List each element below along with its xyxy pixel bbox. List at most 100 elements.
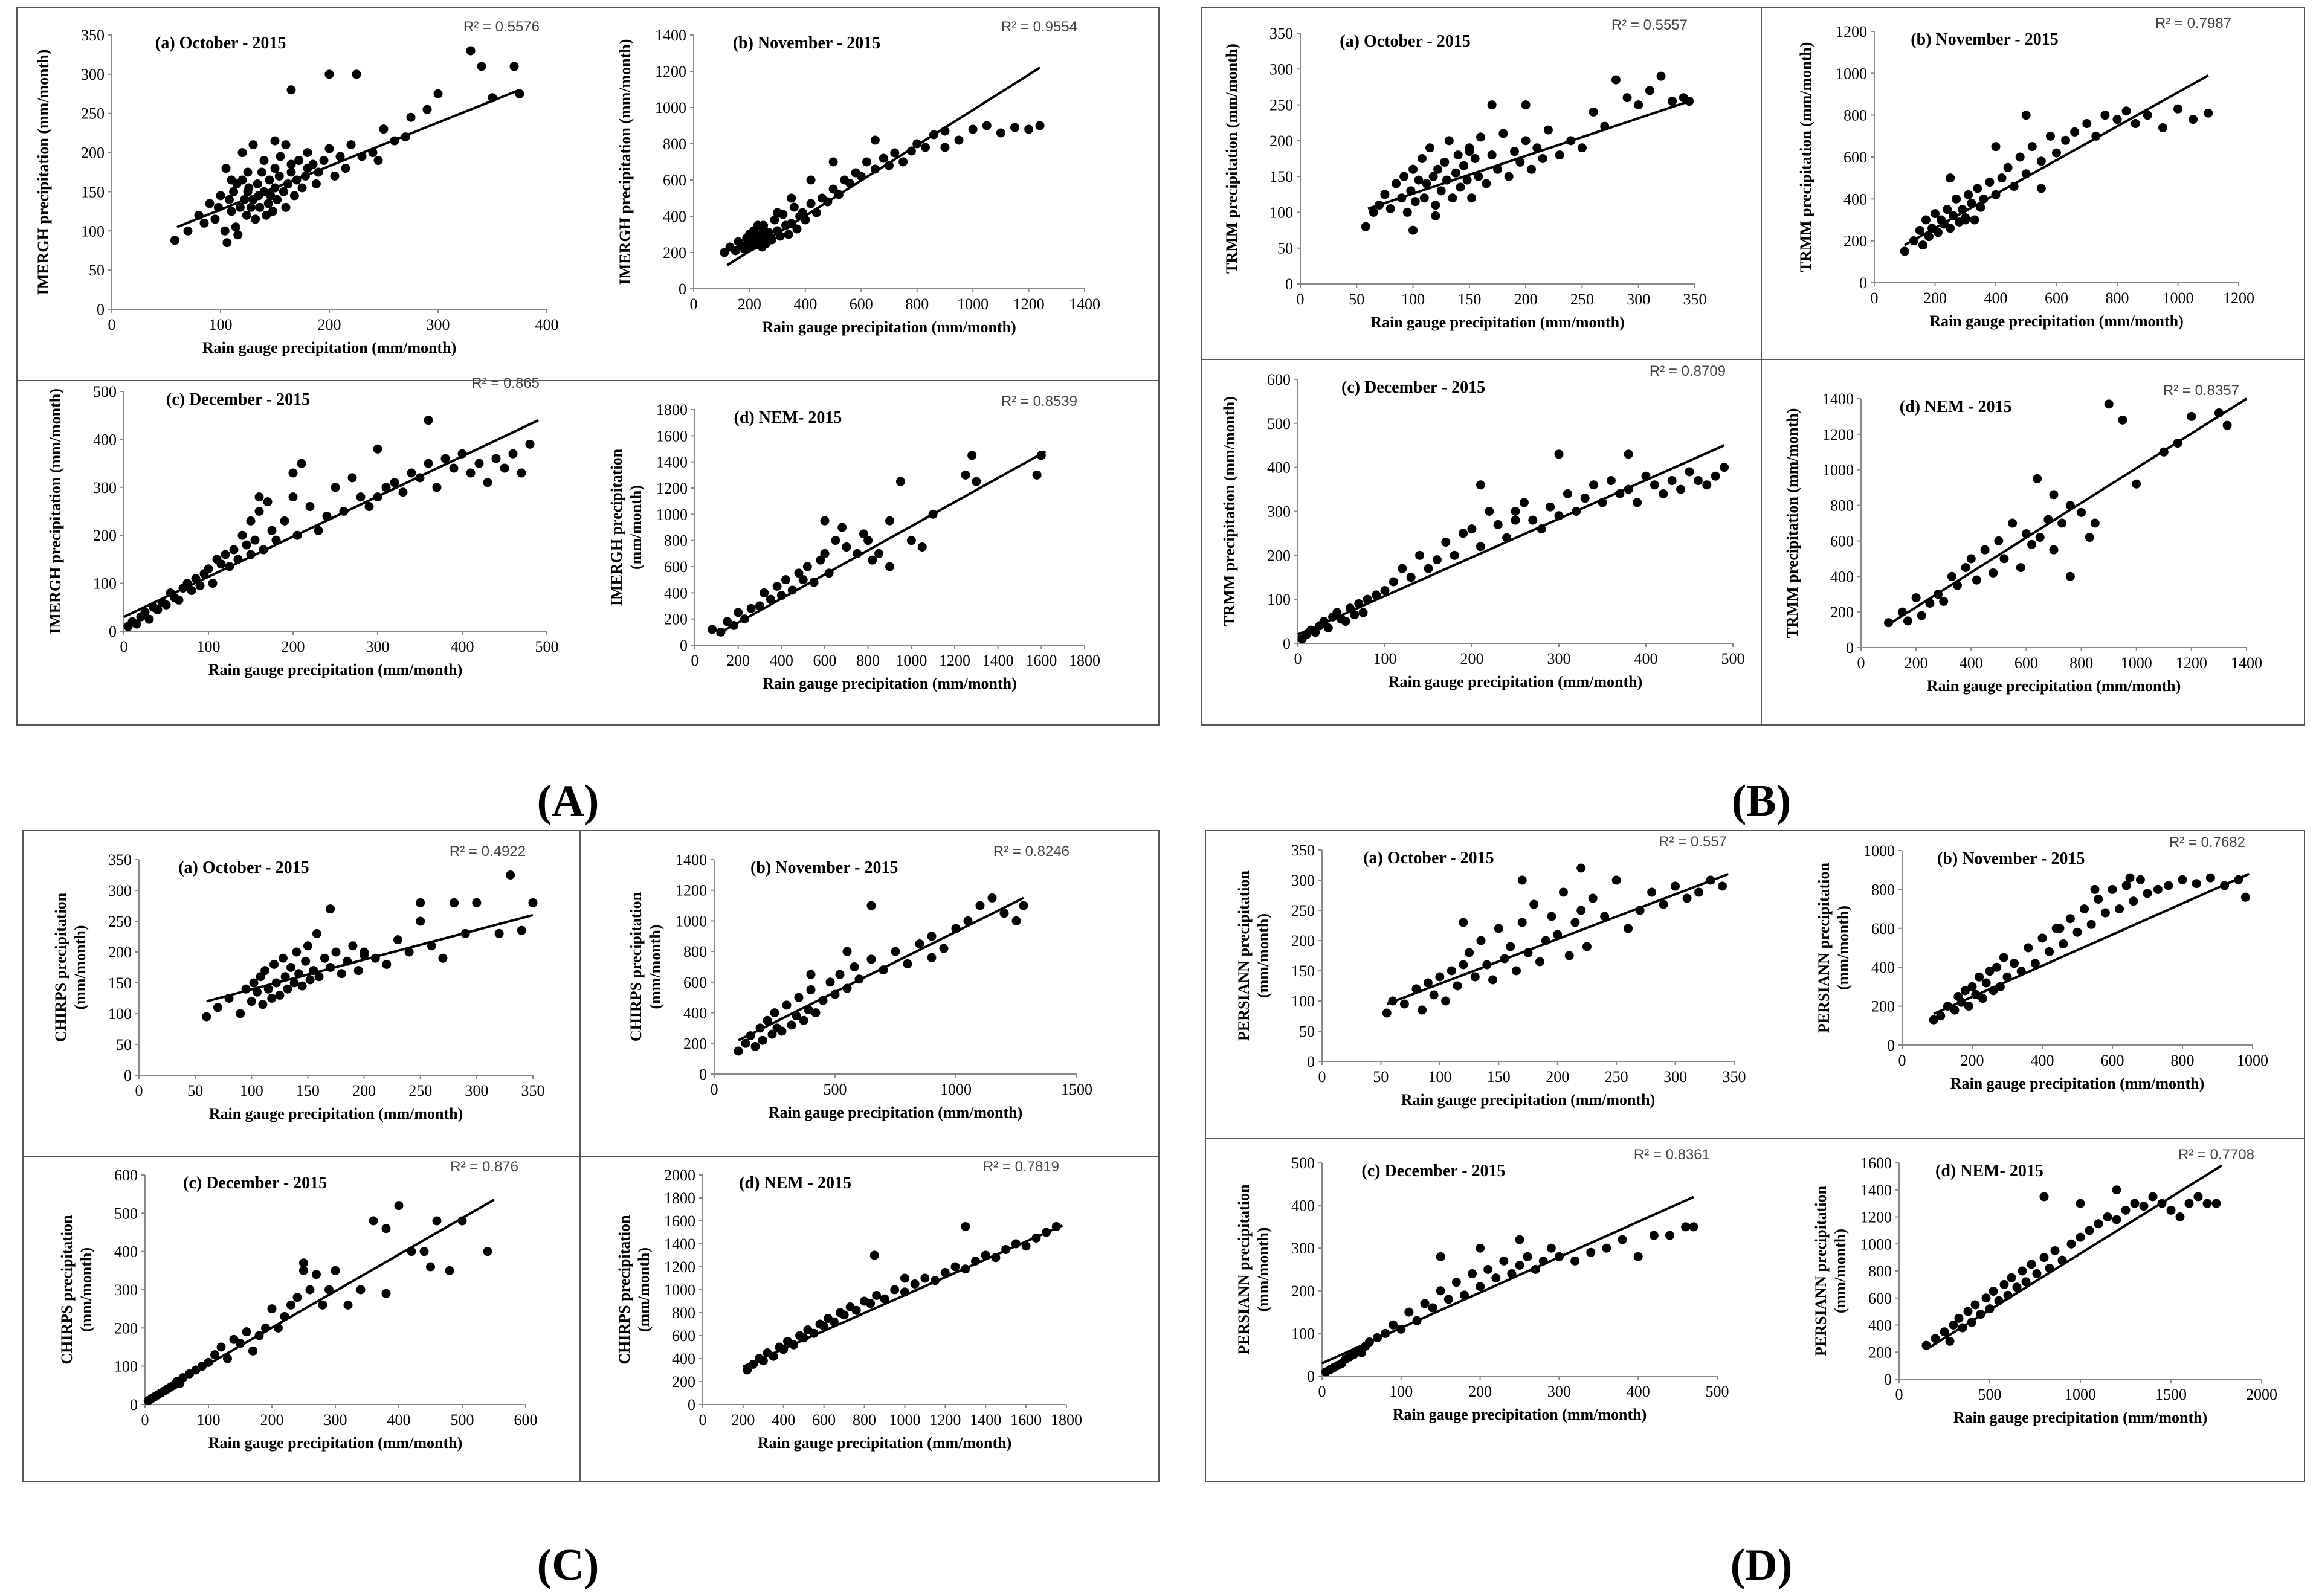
y-tick-label: 1000: [655, 99, 686, 117]
data-point: [1408, 225, 1418, 235]
y-tick-label: 100: [1269, 204, 1293, 221]
data-point: [1966, 554, 1976, 564]
panel-A-a: 0 100 200 300 400 0 50 100 150 200 250 300 350 Rain g…: [34, 19, 559, 356]
y-tick-label: 50: [89, 262, 105, 279]
data-point: [1323, 623, 1333, 633]
data-point: [1947, 571, 1956, 581]
data-point: [1606, 476, 1616, 486]
data-point: [2066, 1239, 2076, 1249]
data-point: [433, 89, 443, 98]
x-tick-label: 600: [2101, 1052, 2124, 1069]
data-point: [508, 449, 518, 459]
data-point: [299, 1266, 308, 1275]
data-point: [2094, 895, 2103, 904]
panel-title: (a) October - 2015: [155, 34, 286, 53]
y-tick-label: 600: [1868, 1290, 1892, 1307]
data-point: [352, 69, 361, 79]
x-tick-label: 0: [1318, 1068, 1326, 1086]
data-point: [407, 468, 416, 478]
x-tick-label: 1800: [1051, 1411, 1082, 1429]
y-tick-label: 400: [1291, 1197, 1315, 1215]
data-point: [1341, 617, 1350, 626]
y-tick-label: 400: [664, 584, 688, 602]
data-point: [183, 226, 193, 236]
data-point: [927, 932, 937, 941]
y-tick-label: 350: [1269, 25, 1293, 42]
x-tick-label: 100: [1389, 1383, 1413, 1400]
y-tick-label: 300: [1291, 1240, 1315, 1257]
data-point: [1936, 1011, 1946, 1021]
data-point: [1511, 507, 1520, 516]
data-point: [2055, 924, 2065, 933]
data-point: [1399, 999, 1409, 1009]
x-tick-label: 1000: [2237, 1052, 2268, 1069]
data-point: [787, 193, 796, 203]
data-point: [898, 157, 908, 167]
r-squared-label: R² = 0.7708: [2178, 1147, 2254, 1163]
data-point: [2039, 1253, 2049, 1263]
data-point: [939, 944, 949, 953]
data-point: [863, 536, 873, 545]
data-point: [346, 140, 356, 150]
data-point: [292, 1293, 302, 1302]
data-point: [1665, 1231, 1675, 1240]
y-axis-label: IMERGH precipitation (mm/month): [47, 388, 64, 634]
data-point: [1423, 978, 1433, 988]
data-point: [483, 478, 492, 487]
y-tick-label: 0: [1307, 1053, 1315, 1070]
data-point: [820, 516, 830, 526]
y-tick-label: 800: [1871, 881, 1895, 898]
y-tick-label: 600: [672, 1327, 695, 1345]
data-point: [850, 962, 859, 971]
data-point: [1970, 1300, 1980, 1310]
data-point: [1943, 205, 1952, 214]
y-tick-label: 150: [1291, 962, 1315, 980]
panel-title: (b) November - 2015: [1911, 30, 2058, 49]
x-tick-label: 400: [2031, 1052, 2054, 1069]
x-axis-label: Rain gauge precipitation (mm/month): [1953, 1409, 2208, 1426]
data-point: [1467, 524, 1477, 534]
data-point: [491, 454, 501, 463]
data-point: [2003, 162, 2013, 172]
y-tick-label: 300: [1267, 503, 1291, 521]
y-tick-label: 1000: [1822, 462, 1854, 479]
trend-line: [206, 913, 534, 1003]
data-point: [227, 175, 236, 185]
data-point: [1470, 972, 1480, 982]
data-point: [1417, 154, 1427, 163]
data-point: [263, 497, 273, 507]
y-tick-label: 50: [116, 1036, 132, 1054]
data-point: [2037, 933, 2047, 943]
x-axis-label: Rain gauge precipitation (mm/month): [1401, 1091, 1656, 1109]
y-tick-label: 1600: [656, 427, 688, 445]
data-point: [320, 953, 329, 963]
data-point: [373, 444, 382, 454]
data-point: [772, 582, 782, 591]
data-point: [1465, 147, 1474, 156]
data-point: [2104, 399, 2114, 409]
data-point: [1903, 616, 1912, 626]
data-point: [1931, 209, 1940, 219]
data-point: [1474, 172, 1483, 181]
data-point: [859, 529, 868, 539]
data-point: [806, 985, 816, 995]
data-point: [216, 191, 225, 201]
data-point: [1428, 1303, 1437, 1313]
y-tick-label: 350: [108, 851, 132, 869]
data-point: [2094, 1219, 2103, 1229]
panel-title: (d) NEM - 2015: [739, 1174, 851, 1192]
y-tick-label: 200: [1291, 932, 1315, 950]
y-tick-label: 200: [108, 944, 132, 961]
data-point: [895, 477, 905, 486]
y-axis-label: TRMM precipitation (mm/month): [1223, 43, 1240, 274]
data-point: [2131, 119, 2140, 129]
data-point: [257, 167, 266, 177]
data-point: [879, 153, 888, 163]
data-point: [2129, 896, 2138, 906]
data-point: [1967, 982, 1977, 991]
data-point: [314, 972, 324, 982]
data-point: [2045, 947, 2054, 956]
x-axis-label: Rain gauge precipitation (mm/month): [1927, 677, 2181, 695]
data-point: [2085, 533, 2094, 542]
data-point: [335, 152, 345, 161]
